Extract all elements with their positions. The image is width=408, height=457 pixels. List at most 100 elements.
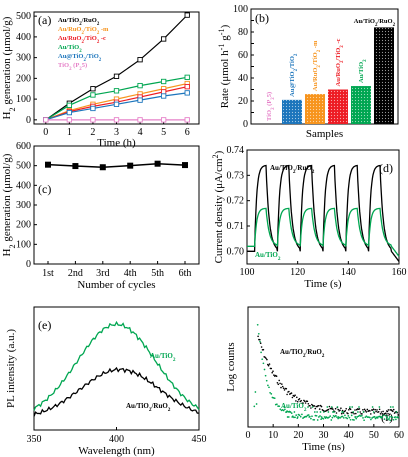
data-point: [332, 411, 334, 413]
data-point: [392, 410, 394, 413]
data-point: [378, 406, 381, 408]
data-point: [253, 405, 256, 408]
series-line: [47, 162, 186, 168]
data-point: [314, 407, 317, 410]
y-tick-label: 0: [26, 115, 31, 126]
y-tick-label: 400: [16, 180, 31, 191]
data-point: [334, 407, 337, 410]
series-line: [33, 366, 199, 417]
legend-entry: TiO2 (P25): [58, 62, 87, 72]
data-point: [137, 117, 143, 123]
data-point: [352, 411, 355, 413]
data-point: [264, 374, 267, 377]
data-point: [369, 410, 371, 412]
data-point: [353, 413, 355, 415]
y-tick-label: 600: [16, 141, 31, 152]
data-point: [319, 415, 321, 417]
data-point: [381, 416, 384, 419]
data-point: [315, 414, 318, 417]
data-point: [383, 418, 386, 420]
data-point: [290, 412, 293, 414]
data-point: [342, 417, 345, 419]
data-point: [310, 407, 312, 409]
data-point: [335, 412, 338, 414]
data-point: [349, 418, 352, 421]
series-annotation: Au/TiO2/RuO2: [126, 402, 171, 413]
legend-entry: Au/TiO2/RuO2: [58, 17, 100, 27]
x-tick-label: 2nd: [68, 268, 83, 279]
data-point: [261, 358, 264, 361]
x-tick-label: 400: [109, 434, 124, 445]
data-point: [72, 163, 79, 170]
data-point: [288, 390, 290, 393]
data-point: [305, 415, 308, 418]
data-point: [382, 410, 384, 413]
data-point: [294, 394, 296, 397]
data-point: [310, 417, 312, 420]
data-point: [322, 417, 325, 420]
data-point: [270, 393, 273, 395]
data-point: [262, 348, 265, 351]
x-tick-label: 350: [27, 434, 42, 445]
data-point: [336, 416, 338, 418]
data-point: [376, 417, 379, 419]
data-point: [340, 412, 343, 415]
data-point: [326, 406, 329, 408]
data-point: [372, 411, 375, 413]
data-point: [259, 340, 261, 343]
data-point: [299, 415, 302, 418]
x-tick-label: 4: [138, 127, 143, 138]
data-point: [257, 335, 259, 338]
data-point: [276, 382, 279, 384]
data-point: [270, 367, 273, 370]
data-point: [339, 409, 341, 412]
x-tick-label: 20: [293, 430, 303, 441]
data-point: [346, 417, 349, 420]
data-point: [373, 416, 376, 418]
data-point: [340, 407, 342, 410]
data-point: [319, 411, 322, 413]
data-point: [355, 412, 357, 415]
data-point: [376, 409, 378, 411]
y-tick-label: 200: [16, 73, 31, 84]
data-point: [397, 414, 399, 416]
data-point: [370, 413, 372, 415]
data-point: [271, 371, 274, 374]
x-tick-label: 160: [392, 267, 407, 278]
data-point: [363, 419, 365, 422]
data-point: [268, 363, 271, 365]
bar: [305, 94, 325, 124]
data-point: [392, 408, 395, 411]
data-point: [137, 57, 143, 63]
panel-f-frame: [247, 306, 400, 428]
y-tick-label: 0.71: [227, 221, 245, 232]
data-point: [272, 370, 274, 373]
y-tick-label: 20: [238, 96, 248, 107]
data-point: [184, 84, 190, 90]
data-point: [336, 406, 339, 408]
data-point: [287, 416, 290, 418]
data-point: [259, 338, 261, 341]
data-point: [279, 408, 282, 411]
y-tick-label: 40: [238, 73, 248, 84]
data-point: [379, 413, 382, 415]
data-point: [294, 416, 296, 419]
data-point: [290, 392, 293, 394]
data-point: [391, 416, 394, 419]
x-tick-label: 3: [114, 127, 119, 138]
panel-label: (a): [38, 13, 51, 27]
data-point: [345, 416, 347, 419]
data-point: [323, 416, 326, 418]
x-tick-label: 10: [268, 430, 278, 441]
data-point: [318, 408, 321, 410]
data-point: [309, 405, 311, 407]
data-point: [370, 418, 372, 421]
data-point: [320, 405, 323, 408]
data-point: [268, 386, 270, 389]
data-point: [388, 416, 391, 418]
x-tick-label: 30: [319, 430, 329, 441]
data-point: [382, 414, 385, 417]
data-point: [348, 416, 351, 419]
panel-c: 0 100 200 300 400 500 600 1st 2nd 3rd 4th 5th 6th Num…: [1, 141, 200, 291]
